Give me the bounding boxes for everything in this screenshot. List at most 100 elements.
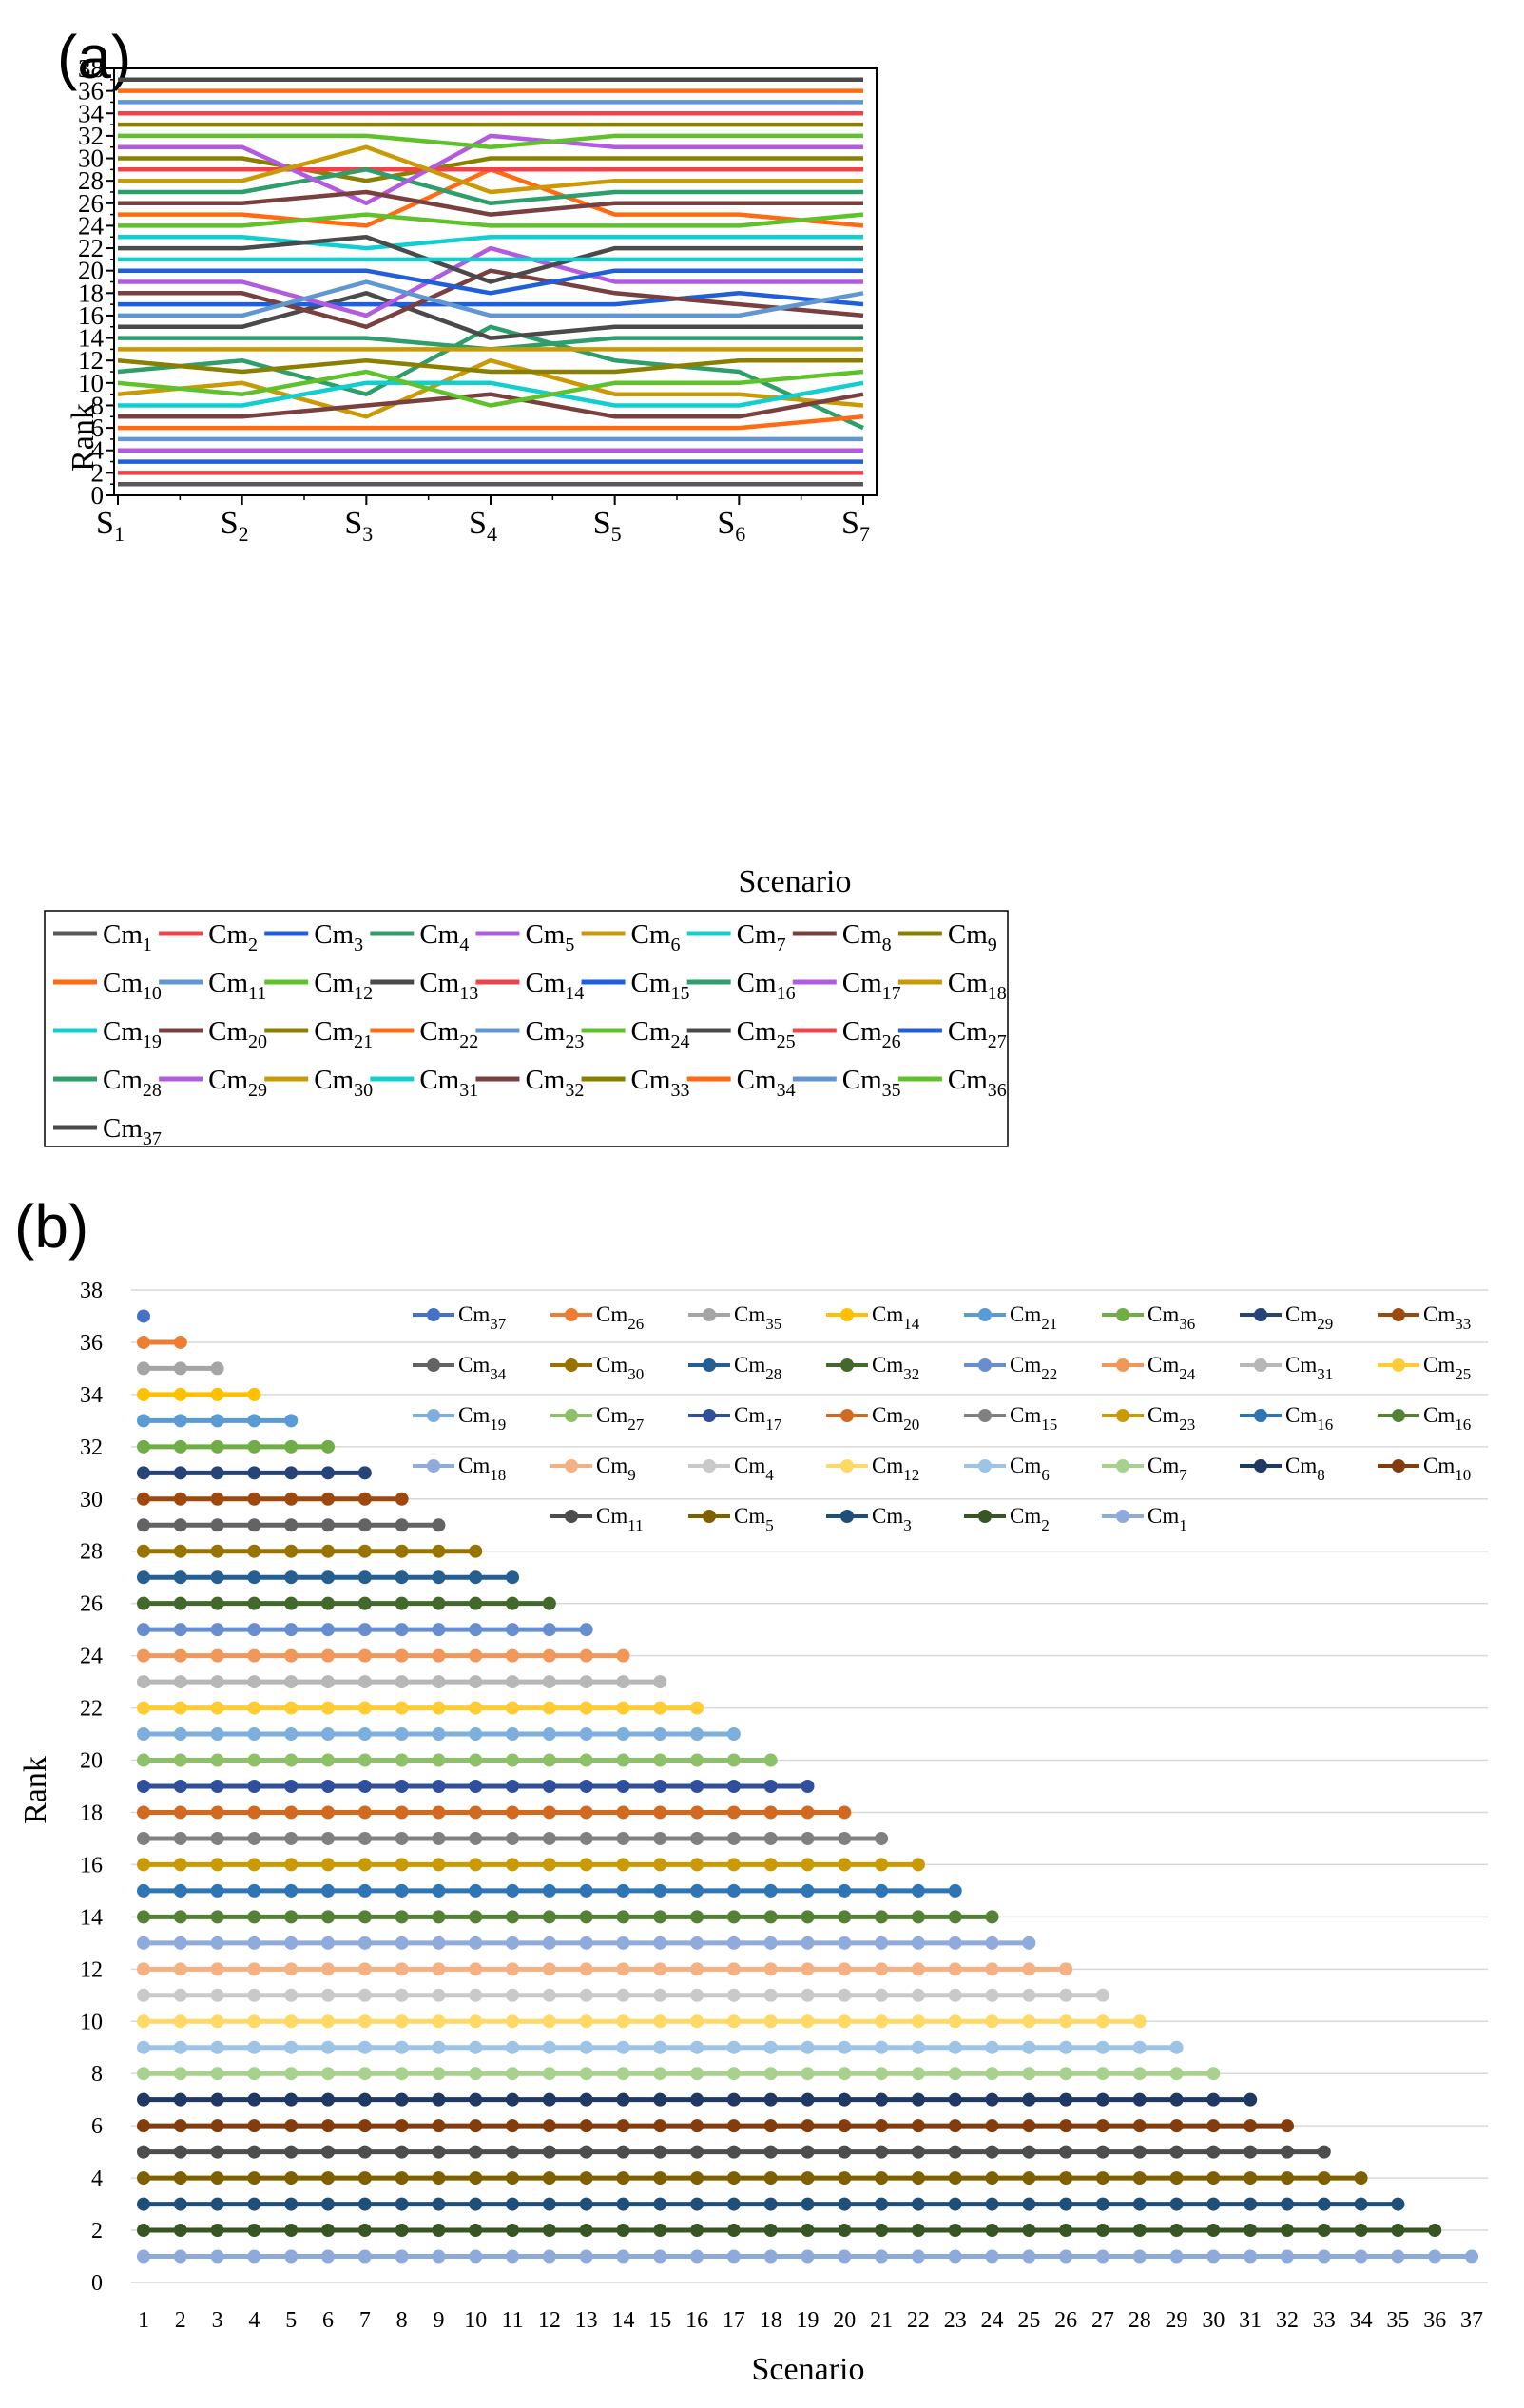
chart-b-point bbox=[137, 1492, 150, 1506]
chart-b-point bbox=[247, 2014, 261, 2029]
chart-b-y-axis-title: Rank bbox=[18, 1756, 53, 1824]
chart-b-x-tick-label: 34 bbox=[1350, 2308, 1373, 2333]
chart-b-point bbox=[838, 1936, 852, 1950]
chart-b-point bbox=[948, 2249, 962, 2264]
chart-b-point bbox=[653, 1675, 667, 1689]
chart-b-point bbox=[579, 1727, 593, 1742]
chart-b-y-tick-label: 8 bbox=[91, 2062, 103, 2087]
chart-b-point bbox=[801, 1936, 815, 1950]
chart-b-legend-item: Cm6 bbox=[1010, 1454, 1050, 1484]
chart-b-point bbox=[763, 1883, 778, 1898]
chart-b-point bbox=[469, 1805, 483, 1820]
chart-b-point bbox=[911, 2014, 925, 2029]
chart-b-point bbox=[432, 1988, 446, 2002]
chart-b-point bbox=[1132, 2119, 1147, 2133]
chart-b-point bbox=[911, 1883, 925, 1898]
chart-a: Rank Scenario 02468101214161820222426283… bbox=[44, 54, 1009, 1149]
chart-b-point bbox=[1244, 2092, 1258, 2107]
chart-b-point bbox=[173, 1335, 187, 1349]
chart-b-point bbox=[1132, 2014, 1147, 2029]
chart-b-legend-item: Cm31 bbox=[1285, 1353, 1333, 1383]
chart-b-point bbox=[321, 2224, 336, 2238]
chart-b-series-cm21 bbox=[137, 1414, 299, 1428]
chart-b-point bbox=[357, 1962, 372, 1976]
chart-b-point bbox=[432, 1780, 446, 1793]
chart-b-legend-item: Cm7 bbox=[1148, 1454, 1187, 1484]
chart-b-point bbox=[653, 1805, 667, 1820]
chart-b-point bbox=[653, 2040, 667, 2054]
chart-b-point bbox=[1169, 2197, 1184, 2211]
chart-a-legend-item: Cm10 bbox=[103, 968, 162, 1004]
chart-b-point bbox=[579, 2067, 593, 2081]
chart-b-point bbox=[1317, 2145, 1331, 2159]
chart-b: Rank Scenario 02468101214161820222426283… bbox=[18, 1279, 1488, 2387]
chart-b-legend-marker bbox=[1116, 1308, 1129, 1321]
chart-b-point bbox=[616, 1936, 630, 1950]
chart-a-y-tick-label: 4 bbox=[91, 436, 105, 465]
chart-b-point bbox=[690, 2040, 704, 2054]
chart-b-point bbox=[284, 1753, 299, 1767]
chart-b-point bbox=[395, 2145, 409, 2159]
chart-b-point bbox=[357, 1910, 372, 1924]
chart-a-series-cm9 bbox=[117, 357, 863, 375]
chart-a-series-cm13 bbox=[118, 291, 863, 340]
chart-b-point bbox=[1059, 2224, 1073, 2238]
chart-b-point bbox=[357, 1988, 372, 2002]
chart-b-point bbox=[173, 2197, 187, 2211]
chart-b-point bbox=[838, 2014, 852, 2029]
chart-b-legend-item: Cm11 bbox=[596, 1504, 644, 1534]
chart-b-point bbox=[875, 1910, 889, 1924]
chart-b-legend-marker bbox=[1392, 1358, 1405, 1372]
chart-b-legend-marker bbox=[978, 1358, 992, 1372]
chart-b-point bbox=[1095, 2014, 1109, 2029]
chart-b-point bbox=[1022, 2171, 1036, 2186]
chart-b-y-tick-label: 16 bbox=[80, 1853, 103, 1878]
chart-b-point bbox=[616, 1962, 630, 1976]
chart-b-point bbox=[173, 1623, 187, 1637]
chart-b-point bbox=[726, 1727, 741, 1742]
chart-a-x-tick-label: S7 bbox=[841, 506, 870, 546]
chart-b-x-tick-label: 2 bbox=[175, 2308, 186, 2333]
chart-b-point bbox=[985, 1962, 999, 1976]
chart-b-point bbox=[469, 1988, 483, 2002]
chart-b-legend-item: Cm25 bbox=[1423, 1353, 1471, 1383]
chart-b-point bbox=[469, 1596, 483, 1610]
chart-b-point bbox=[247, 1387, 261, 1401]
chart-b-point bbox=[985, 2040, 999, 2054]
chart-b-point bbox=[875, 2119, 889, 2133]
chart-b-point bbox=[690, 2145, 704, 2159]
chart-a-y-tick-label: 20 bbox=[78, 257, 104, 285]
chart-b-point bbox=[1317, 2171, 1331, 2186]
chart-b-point bbox=[395, 1570, 409, 1585]
chart-b-point bbox=[506, 1936, 520, 1950]
chart-a-legend-item: Cm23 bbox=[525, 1016, 584, 1052]
chart-b-point bbox=[321, 1439, 336, 1454]
chart-b-point bbox=[616, 1727, 630, 1742]
chart-b-point bbox=[579, 1753, 593, 1767]
chart-a-x-tick-label: S1 bbox=[96, 506, 125, 546]
chart-b-legend-item: Cm2 bbox=[1010, 1504, 1050, 1534]
chart-b-point bbox=[284, 1780, 299, 1793]
chart-b-point bbox=[210, 2145, 224, 2159]
chart-b-point bbox=[284, 1596, 299, 1610]
chart-b-point bbox=[506, 2145, 520, 2159]
chart-b-point bbox=[137, 1780, 150, 1793]
chart-b-point bbox=[506, 2171, 520, 2186]
chart-b-series-cm3 bbox=[137, 2197, 1405, 2211]
chart-b-point bbox=[137, 1701, 150, 1715]
chart-b-x-tick-label: 25 bbox=[1017, 2308, 1040, 2333]
chart-b-point bbox=[801, 1883, 815, 1898]
chart-b-point bbox=[173, 1414, 187, 1428]
chart-b-legend-item: Cm30 bbox=[596, 1353, 644, 1383]
chart-b-point bbox=[247, 2092, 261, 2107]
chart-b-point bbox=[985, 2224, 999, 2238]
chart-b-point bbox=[726, 1831, 741, 1845]
chart-b-point bbox=[395, 1596, 409, 1610]
chart-b-point bbox=[137, 2171, 150, 2186]
chart-b-point bbox=[948, 2197, 962, 2211]
chart-b-point bbox=[911, 1858, 925, 1872]
chart-b-x-tick-label: 31 bbox=[1239, 2308, 1262, 2333]
chart-a-series-cm15 bbox=[118, 291, 864, 307]
chart-b-point bbox=[173, 1883, 187, 1898]
chart-b-point bbox=[911, 2040, 925, 2054]
